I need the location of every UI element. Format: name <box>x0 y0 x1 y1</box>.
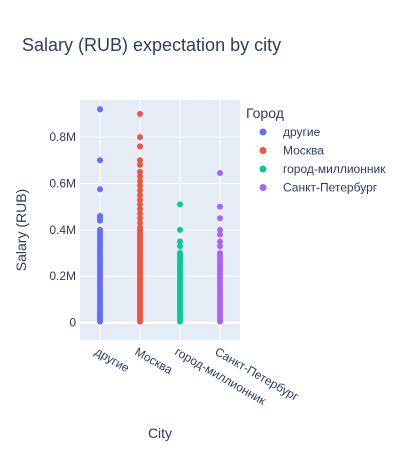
data-point <box>137 182 143 189</box>
legend-item[interactable]: город-миллионник <box>259 162 387 176</box>
data-point <box>97 217 103 224</box>
data-point <box>177 226 183 233</box>
data-point <box>137 201 143 208</box>
data-point <box>137 168 143 175</box>
y-tick-label: 0.8M <box>49 130 76 144</box>
data-point <box>137 178 143 185</box>
data-point <box>137 173 143 180</box>
series-2 <box>137 110 143 325</box>
data-point <box>137 205 143 212</box>
data-point <box>137 192 143 199</box>
data-point <box>177 238 183 245</box>
data-point <box>137 110 143 117</box>
legend-item[interactable]: другие <box>259 125 321 139</box>
y-tick-label: 0 <box>69 316 76 330</box>
legend: Город другие Москва город-миллионник Санкт-… <box>246 105 386 195</box>
y-tick-label: 0.6M <box>49 176 76 190</box>
data-point <box>217 215 223 222</box>
data-point <box>137 143 143 150</box>
y-tick-label: 0.2M <box>49 269 76 283</box>
x-axis-title: City <box>148 425 172 441</box>
data-point <box>217 318 223 325</box>
data-points <box>97 106 223 325</box>
data-point <box>97 318 103 325</box>
data-point <box>137 318 143 325</box>
data-point <box>137 161 143 168</box>
legend-label: Москва <box>283 144 324 158</box>
data-point <box>217 226 223 233</box>
data-point <box>137 196 143 203</box>
data-point <box>177 201 183 208</box>
data-point <box>137 134 143 141</box>
data-point <box>137 187 143 194</box>
data-point <box>217 231 223 238</box>
legend-marker <box>259 147 267 154</box>
series-1 <box>97 106 103 325</box>
series-3 <box>177 201 183 325</box>
legend-item[interactable]: Санкт-Петербург <box>259 181 378 195</box>
y-tick-label: 0.4M <box>49 223 76 237</box>
legend-label: город-миллионник <box>283 162 386 176</box>
legend-marker <box>259 184 267 191</box>
chart-title: Salary (RUB) expectation by city <box>22 35 281 55</box>
legend-marker <box>259 128 267 136</box>
data-point <box>217 170 223 177</box>
legend-title: Город <box>246 105 284 121</box>
data-point <box>217 243 223 250</box>
y-axis-ticks: 0 0.2M 0.4M 0.6M 0.8M <box>49 130 76 330</box>
data-point <box>177 318 183 325</box>
legend-label: Санкт-Петербург <box>283 181 378 195</box>
data-point <box>217 238 223 245</box>
legend-label: другие <box>283 125 321 139</box>
data-point <box>137 219 143 226</box>
series-4 <box>217 170 223 325</box>
data-point <box>217 203 223 210</box>
data-point <box>137 210 143 217</box>
data-point <box>97 106 103 113</box>
data-point <box>137 215 143 222</box>
data-point <box>97 157 103 164</box>
legend-marker <box>259 165 267 173</box>
data-point <box>177 243 183 250</box>
data-point <box>97 186 103 193</box>
plot-area <box>80 100 240 340</box>
y-axis-title: Salary (RUB) <box>13 189 29 271</box>
legend-item[interactable]: Москва <box>259 144 325 158</box>
data-point <box>137 157 143 164</box>
